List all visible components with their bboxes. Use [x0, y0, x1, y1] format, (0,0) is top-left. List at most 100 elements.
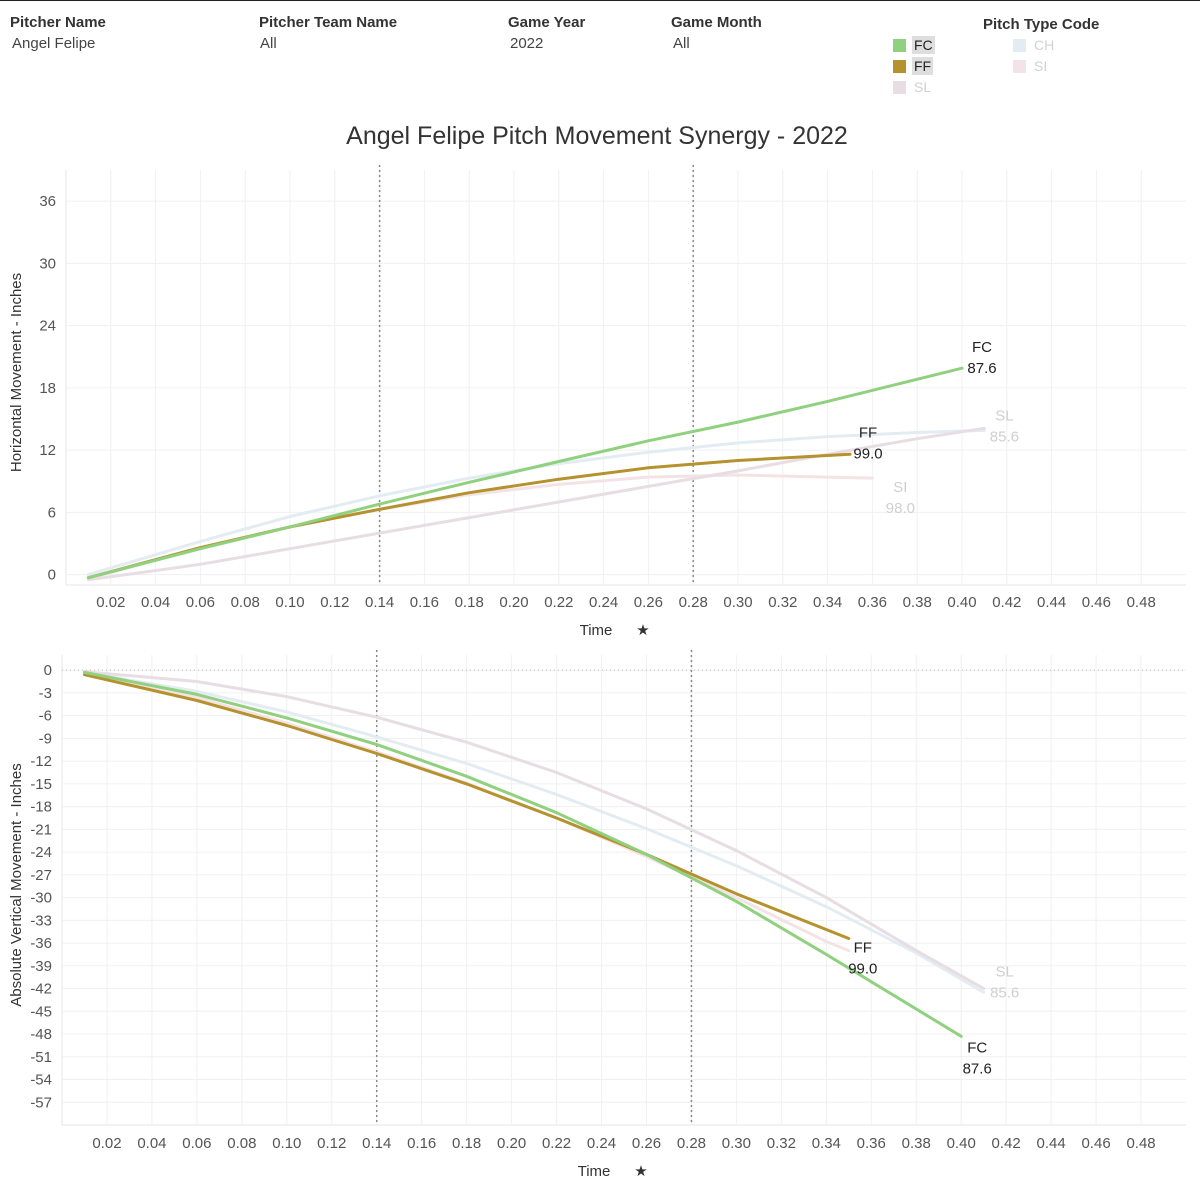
- legend-label: FC: [912, 36, 935, 54]
- y-axis-title: Horizontal Movement - Inches: [8, 273, 25, 472]
- top-border: [0, 0, 1200, 1]
- filter-game-year[interactable]: Game Year 2022: [508, 14, 585, 52]
- x-tick-label: 0.40: [947, 1135, 976, 1152]
- series-line-ff: [83, 673, 851, 940]
- x-tick-label: 0.12: [320, 594, 349, 611]
- x-tick-label: 0.24: [589, 594, 618, 611]
- x-tick-label: 0.16: [410, 594, 439, 611]
- filter-game-month[interactable]: Game Month All: [671, 14, 762, 52]
- x-tick-label: 0.06: [182, 1135, 211, 1152]
- x-tick-label: 0.48: [1127, 594, 1156, 611]
- y-tick-label: -39: [30, 958, 52, 975]
- series-line-sl: [86, 426, 986, 582]
- series-value-ff: 99.0: [853, 445, 882, 462]
- y-tick-label: 24: [39, 318, 56, 335]
- legend-swatch: [893, 80, 906, 94]
- chart-panel-vertical: 0.02 0.04 0.06 0.08 0.10 0.12 0.14 0.16 0.18 0.20…: [8, 650, 1186, 1180]
- x-tick-label: 0.02: [96, 594, 125, 611]
- pin-icon: ★: [634, 1163, 647, 1180]
- filter-pitcher-name[interactable]: Pitcher Name Angel Felipe: [10, 14, 106, 52]
- x-tick-label: 0.42: [992, 594, 1021, 611]
- x-tick-label: 0.36: [857, 1135, 886, 1152]
- y-tick-label: 0: [44, 662, 52, 679]
- x-tick-label: 0.44: [1037, 594, 1066, 611]
- x-tick-label: 0.26: [634, 594, 663, 611]
- filter-value[interactable]: All: [260, 35, 277, 52]
- y-tick-label: 18: [39, 380, 56, 397]
- x-axis-title: Time: [578, 1163, 611, 1180]
- x-tick-label: 0.04: [137, 1135, 166, 1152]
- y-tick-label: -27: [30, 867, 52, 884]
- series-value-sl: 85.6: [990, 985, 1019, 1002]
- chart-title: Angel Felipe Pitch Movement Synergy - 20…: [346, 122, 848, 150]
- x-tick-label: 0.36: [858, 594, 887, 611]
- x-tick-label: 0.10: [275, 594, 304, 611]
- series-label-si: SI: [893, 479, 907, 496]
- y-tick-label: -15: [30, 776, 52, 793]
- y-tick-label: -42: [30, 981, 52, 998]
- legend-item-ff[interactable]: FF: [893, 57, 934, 75]
- legend-item-si[interactable]: SI: [1013, 57, 1049, 75]
- legend-item-fc[interactable]: FC: [893, 36, 935, 54]
- x-tick-label: 0.40: [947, 594, 976, 611]
- x-tick-label: 0.18: [455, 594, 484, 611]
- y-tick-label: 12: [39, 442, 56, 459]
- legend-swatch: [893, 59, 906, 73]
- x-tick-label: 0.16: [407, 1135, 436, 1152]
- legend-label: SL: [914, 79, 932, 95]
- legend-swatch: [893, 38, 906, 52]
- y-tick-label: -57: [30, 1094, 52, 1111]
- x-tick-label: 0.46: [1081, 1135, 1110, 1152]
- x-tick-label: 0.28: [679, 594, 708, 611]
- series-value-sl: 85.6: [990, 428, 1019, 445]
- legend-item-sl[interactable]: SL: [893, 78, 933, 96]
- x-tick-label: 0.30: [722, 1135, 751, 1152]
- pin-icon: ★: [636, 622, 649, 639]
- filter-value[interactable]: All: [673, 35, 690, 52]
- series-value-si: 98.0: [886, 500, 915, 517]
- filter-value[interactable]: Angel Felipe: [12, 35, 96, 52]
- legend-title: Pitch Type Code: [983, 16, 1100, 33]
- x-tick-label: 0.14: [362, 1135, 391, 1152]
- filter-label: Game Year: [508, 14, 586, 31]
- y-tick-label: -33: [30, 912, 52, 929]
- y-tick-label: -24: [30, 844, 52, 861]
- series-label-sl: SL: [996, 964, 1014, 981]
- x-tick-label: 0.26: [632, 1135, 661, 1152]
- y-tick-label: -18: [30, 799, 52, 816]
- series-label-ff: FF: [854, 940, 872, 957]
- y-tick-label: 36: [39, 193, 56, 210]
- filter-value[interactable]: 2022: [510, 35, 544, 52]
- filter-label: Pitcher Team Name: [259, 14, 398, 31]
- x-tick-label: 0.38: [902, 1135, 931, 1152]
- legend-item-ch[interactable]: CH: [1013, 36, 1056, 54]
- x-tick-label: 0.34: [813, 594, 842, 611]
- y-tick-label: -36: [30, 935, 52, 952]
- series-label-sl: SL: [995, 407, 1013, 424]
- x-tick-label: 0.30: [723, 594, 752, 611]
- y-axis-title: Absolute Vertical Movement - Inches: [8, 763, 25, 1006]
- y-tick-label: -21: [30, 821, 52, 838]
- filter-pitcher-team[interactable]: Pitcher Team Name All: [259, 14, 397, 52]
- series-label-ff: FF: [859, 424, 877, 441]
- legend-swatch: [1013, 38, 1026, 52]
- x-tick-label: 0.34: [812, 1135, 841, 1152]
- y-tick-label: -9: [39, 730, 52, 747]
- x-tick-label: 0.46: [1082, 594, 1111, 611]
- x-tick-label: 0.02: [92, 1135, 121, 1152]
- x-tick-label: 0.12: [317, 1135, 346, 1152]
- x-tick-label: 0.38: [903, 594, 932, 611]
- x-tick-label: 0.28: [677, 1135, 706, 1152]
- legend-swatch: [1013, 59, 1026, 73]
- y-tick-label: 0: [48, 567, 56, 584]
- series-label-fc: FC: [972, 339, 992, 356]
- series-line-fc: [83, 670, 963, 1038]
- x-tick-label: 0.10: [272, 1135, 301, 1152]
- y-tick-label: -54: [30, 1072, 52, 1089]
- x-tick-label: 0.24: [587, 1135, 616, 1152]
- series-line-fc: [86, 366, 964, 580]
- series-value-fc: 87.6: [963, 1060, 992, 1077]
- y-tick-label: -6: [39, 708, 52, 725]
- y-tick-label: 6: [48, 504, 56, 521]
